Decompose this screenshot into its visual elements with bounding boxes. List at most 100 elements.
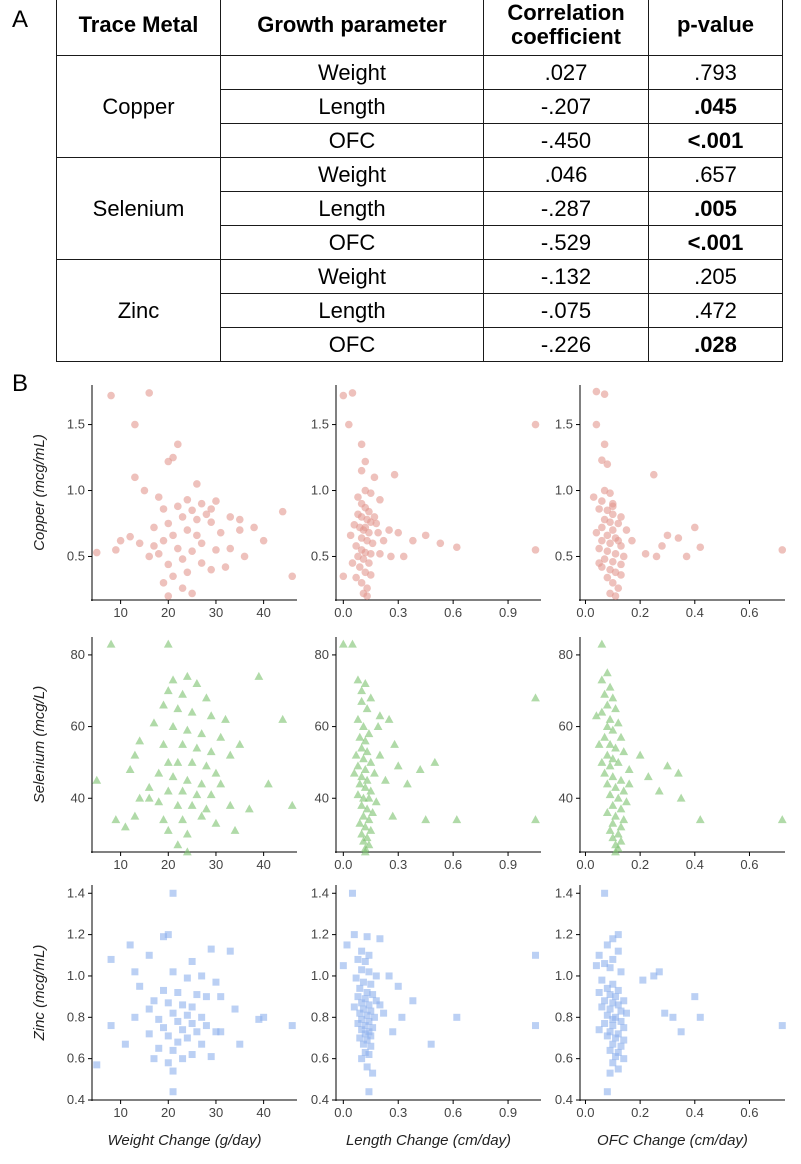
data-point (250, 523, 258, 532)
data-point (240, 552, 249, 561)
data-point (187, 757, 197, 766)
x-tick-label: 0.0 (576, 857, 594, 872)
data-point (226, 513, 235, 521)
data-point (617, 1007, 625, 1015)
data-point (531, 693, 540, 702)
data-point (778, 546, 787, 554)
data-point (650, 470, 658, 479)
data-point (531, 546, 540, 554)
data-point (778, 1022, 786, 1030)
y-axis-label: Zinc (mcg/mL) (31, 945, 48, 1042)
data-point (368, 807, 378, 816)
y-tick-label: 60 (315, 719, 329, 734)
data-point (217, 1028, 225, 1036)
data-point (144, 793, 154, 802)
data-point (107, 955, 115, 963)
data-point (116, 536, 125, 545)
data-point (611, 847, 620, 856)
data-point (160, 933, 168, 941)
data-point (614, 931, 622, 939)
y-tick-label: 40 (71, 790, 85, 805)
y-tick-label: 1.0 (67, 483, 85, 498)
data-point (188, 957, 196, 965)
table-row: Copper Weight .027.793 (56, 55, 783, 158)
data-point (620, 1024, 628, 1032)
data-point (112, 546, 120, 554)
data-point (595, 1026, 603, 1034)
data-point (354, 1020, 362, 1028)
data-point (179, 1026, 187, 1034)
data-point (193, 1028, 201, 1036)
cell-trace-metal: Copper (56, 55, 221, 158)
x-tick-label: 0.6 (444, 857, 462, 872)
data-point (370, 768, 379, 777)
data-point (188, 589, 196, 598)
scatter-grid: Copper (mcg/mL) 0.5 1.0 1.5 10 20 30 40 0.5 1.0 1.… (31, 385, 787, 1149)
y-tick-label: 60 (559, 719, 573, 734)
panel-zinc-ofc: 0.4 0.6 0.8 1.0 1.2 1.4 0.0 0.2 0.4 0.6 (555, 885, 786, 1120)
data-point (145, 1030, 153, 1038)
data-point (187, 800, 197, 809)
data-point (616, 804, 626, 813)
data-point (368, 539, 377, 548)
cell-p-value: .657 (648, 157, 783, 192)
data-point (600, 555, 609, 563)
data-point (357, 466, 366, 475)
data-point (183, 1034, 191, 1042)
x-axis-label: Weight Change (g/day) (108, 1132, 262, 1149)
data-point (365, 528, 373, 537)
data-point (595, 505, 603, 513)
y-tick-label: 0.6 (555, 1051, 573, 1066)
cell-p-value: .793 (648, 55, 783, 90)
data-point (609, 955, 617, 963)
data-point (361, 957, 369, 965)
data-point (178, 815, 187, 824)
data-point (777, 815, 787, 824)
data-point (362, 775, 372, 784)
data-point (609, 502, 617, 511)
panel-zinc-weight: 0.4 0.6 0.8 1.0 1.2 1.4 10 20 30 40 (67, 885, 297, 1120)
data-point (606, 518, 614, 526)
data-point (366, 786, 376, 795)
header-trace-metal: Trace Metal (56, 0, 221, 56)
y-tick-label: 1.2 (67, 927, 85, 942)
data-point (613, 829, 623, 838)
data-point (452, 815, 462, 824)
data-point (592, 420, 601, 429)
cell-growth-parameter: Length (220, 293, 484, 328)
data-point (207, 945, 215, 953)
data-point (609, 510, 617, 519)
data-point (360, 847, 370, 856)
data-point (357, 743, 367, 752)
data-point (595, 989, 603, 996)
data-point (600, 768, 609, 777)
cell-correlation-coefficient: -.287 (483, 191, 649, 226)
data-point (608, 754, 618, 763)
data-point (353, 714, 363, 723)
data-point (188, 547, 196, 555)
data-point (677, 1028, 685, 1036)
data-point (348, 559, 357, 567)
data-point (375, 750, 385, 759)
data-point (357, 800, 367, 809)
data-point (363, 1063, 371, 1071)
data-point (366, 489, 375, 497)
data-point (193, 480, 201, 488)
x-tick-label: 0.6 (740, 857, 758, 872)
data-point (131, 1013, 139, 1021)
y-tick-label: 0.6 (67, 1051, 85, 1066)
data-point (372, 972, 380, 980)
data-point (145, 1005, 153, 1013)
data-point (197, 729, 207, 738)
data-point (398, 1013, 406, 1021)
x-tick-label: 0.0 (576, 1105, 594, 1120)
data-point (674, 534, 683, 542)
cell-correlation-coefficient: -.529 (483, 225, 649, 260)
data-point (384, 714, 394, 723)
data-point (206, 747, 216, 756)
data-point (193, 991, 201, 999)
data-point (619, 747, 629, 756)
y-tick-label: 1.5 (311, 417, 329, 432)
x-tick-label: 0.6 (444, 605, 462, 620)
data-point (616, 836, 626, 845)
